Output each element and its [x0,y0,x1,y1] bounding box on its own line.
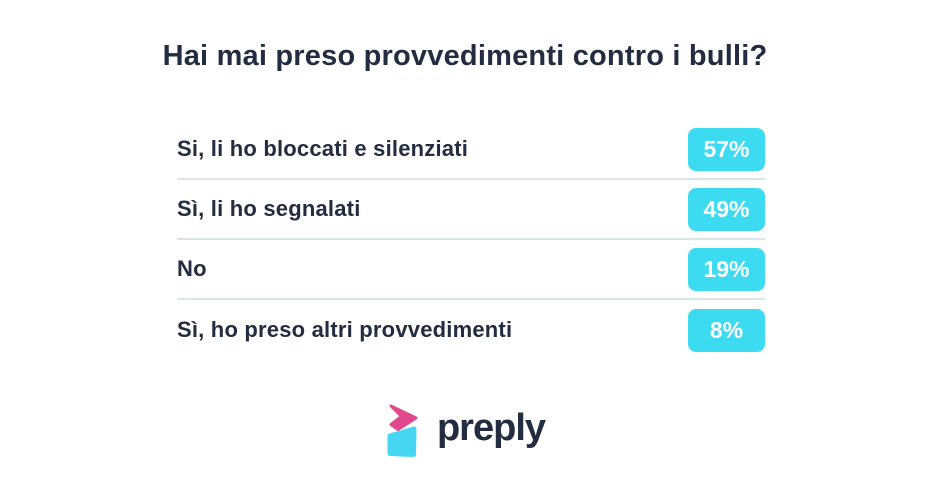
answer-label: Si, li ho bloccati e silenziati [177,136,469,161]
preply-wordmark: preply [436,407,546,449]
survey-row: No 19% [177,240,765,300]
answer-label: Sì, li ho segnalati [177,196,361,221]
percentage-badge: 8% [688,308,765,352]
answer-label: Sì, ho preso altri provvedimenti [177,317,513,342]
survey-row: Sì, li ho segnalati 49% [177,180,765,240]
page-title: Hai mai preso provvedimenti contro i bul… [162,40,768,72]
survey-row: Si, li ho bloccati e silenziati 57% [177,120,765,180]
preply-logo-icon [387,404,418,457]
percentage-badge: 57% [688,127,765,171]
answer-label: No [177,256,207,281]
percentage-badge: 49% [688,187,765,231]
survey-row: Sì, ho preso altri provvedimenti 8% [177,300,765,360]
preply-logo: preply [0,403,930,459]
percentage-badge: 19% [688,247,765,291]
survey-results-list: Si, li ho bloccati e silenziati 57% Sì, … [177,120,765,360]
